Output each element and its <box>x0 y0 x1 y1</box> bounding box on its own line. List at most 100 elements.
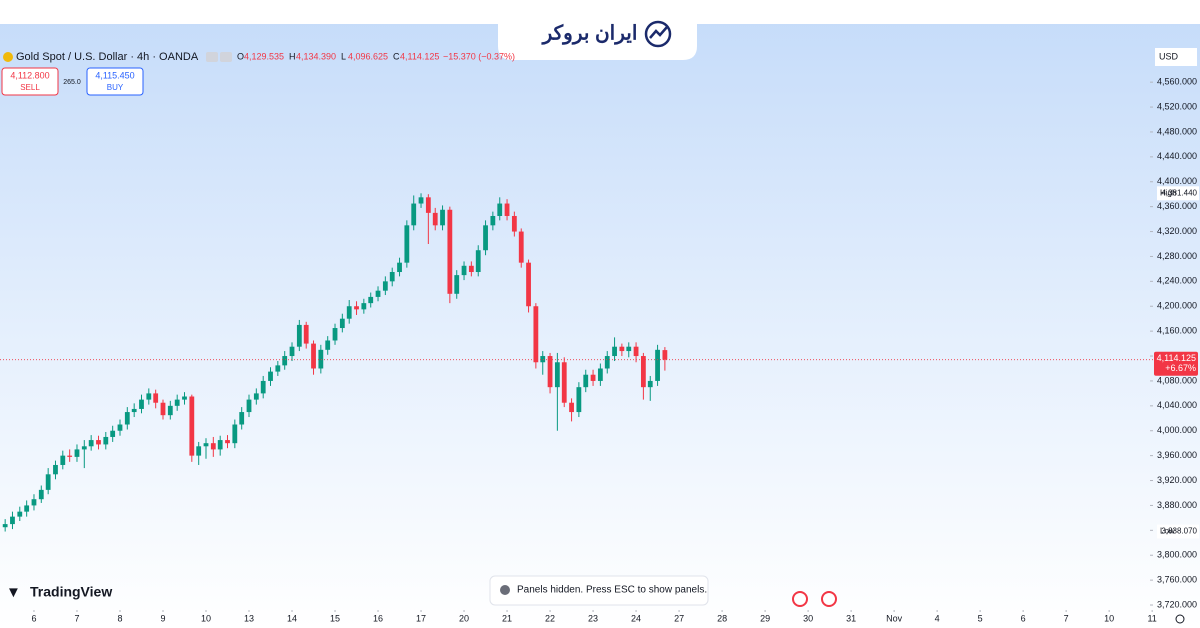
y-tick-label: 3,760.000 <box>1157 574 1197 584</box>
x-tick-label: 23 <box>588 613 598 623</box>
candle-body <box>375 290 381 297</box>
candle-body <box>590 374 596 381</box>
candle-body <box>139 399 144 409</box>
event-flag[interactable] <box>792 591 808 607</box>
candle-body <box>60 455 66 465</box>
candle-body <box>110 430 116 437</box>
plot-area <box>2 193 668 532</box>
ohlc-key: C <box>393 51 400 61</box>
logo-icon <box>644 20 672 48</box>
y-tick-label: 4,480.000 <box>1157 126 1197 136</box>
candle-body <box>418 197 424 204</box>
y-tick-label: 4,080.000 <box>1157 375 1197 385</box>
candle-body <box>103 436 109 445</box>
ohlc-value: 4,129.535 <box>244 51 284 61</box>
candle-body <box>576 387 582 413</box>
marker-box <box>1157 524 1199 539</box>
x-tick-label: 5 <box>978 613 983 623</box>
candle-body <box>454 275 460 294</box>
candle-body <box>397 262 402 273</box>
candle-body <box>655 349 660 381</box>
ohlc-value: 4,096.625 <box>348 51 388 61</box>
candle-body <box>53 464 58 475</box>
candle-body <box>461 265 467 276</box>
last-price-box <box>1154 351 1198 376</box>
candle-body <box>490 215 496 226</box>
candle-body <box>88 440 94 447</box>
candle-body <box>275 365 281 372</box>
x-tick-label: 30 <box>803 613 813 623</box>
candle-body <box>117 424 123 431</box>
ohlc-key: O <box>237 51 244 61</box>
sell-button[interactable] <box>1 67 59 96</box>
x-tick-label: 14 <box>287 613 297 623</box>
sell-label: SELL <box>20 83 40 92</box>
x-tick-label: 29 <box>760 613 770 623</box>
y-tick-label: 4,400.000 <box>1157 176 1197 186</box>
y-tick-label: 4,520.000 <box>1157 101 1197 111</box>
settings-icon[interactable] <box>1175 614 1185 624</box>
ohlc-change: −15.370 (−0.37%) <box>443 51 515 61</box>
event-flag[interactable] <box>821 591 837 607</box>
candle-body <box>640 356 646 388</box>
x-tick-label: 11 <box>1147 613 1156 623</box>
x-tick-label: 27 <box>674 613 684 623</box>
x-tick-label: 7 <box>1064 613 1069 623</box>
x-tick-label: 10 <box>1104 613 1114 623</box>
candle-body <box>389 272 395 282</box>
currency-box[interactable] <box>1155 48 1197 66</box>
ohlc-value: 4,114.125 <box>400 51 439 61</box>
y-tick-label: 4,280.000 <box>1157 251 1197 261</box>
candle-body <box>547 356 553 388</box>
candle-body <box>497 203 503 216</box>
candle-body <box>647 380 653 388</box>
candle-body <box>31 499 37 506</box>
y-tick-label: 3,880.000 <box>1157 500 1197 510</box>
y-tick-label: 4,160.000 <box>1157 326 1197 336</box>
x-tick-label: 7 <box>74 613 79 623</box>
candle-body <box>282 356 288 366</box>
candle-body <box>468 265 474 273</box>
y-tick-label: 4,360.000 <box>1157 201 1197 211</box>
x-tick-label: 10 <box>201 613 211 623</box>
currency: USD <box>1159 51 1179 61</box>
candle-body <box>217 440 223 450</box>
y-tick-label: 4,000.000 <box>1157 425 1197 435</box>
candle-body <box>38 489 44 500</box>
candle-body <box>239 412 245 425</box>
candle-body <box>318 349 324 369</box>
buy-button[interactable] <box>86 67 144 96</box>
marker-name: High <box>1160 188 1176 197</box>
candle-body <box>526 262 531 307</box>
candle-body <box>167 405 173 416</box>
candle-body <box>404 225 410 263</box>
candle-body <box>662 350 668 360</box>
candle-body <box>368 296 374 304</box>
candle-body <box>619 346 625 352</box>
candle-body <box>10 516 15 525</box>
candle-body <box>160 402 166 416</box>
y-tick-label: 4,200.000 <box>1157 301 1197 311</box>
candle-body <box>311 343 316 369</box>
candle-body <box>17 511 23 517</box>
candle-body <box>533 306 539 363</box>
last-price-label: 4,114.125 <box>1157 353 1196 363</box>
y-tick-label: 4,240.000 <box>1157 276 1197 286</box>
candle-body <box>24 505 30 512</box>
candle-body <box>483 225 488 251</box>
marker-box <box>1157 186 1199 201</box>
candle-body <box>612 346 617 357</box>
candle-body <box>81 446 87 450</box>
spread: 265.0 <box>63 79 81 86</box>
candle-body <box>131 408 137 413</box>
x-tick-label: 17 <box>416 613 426 623</box>
y-tick-label: 3,960.000 <box>1157 450 1197 460</box>
candle-body <box>189 396 195 456</box>
buy-label: BUY <box>107 83 124 92</box>
candle-body <box>260 380 266 394</box>
y-tick-label: 3,920.000 <box>1157 475 1197 485</box>
ohlc-key: H <box>289 51 296 61</box>
candle-body <box>289 346 295 357</box>
